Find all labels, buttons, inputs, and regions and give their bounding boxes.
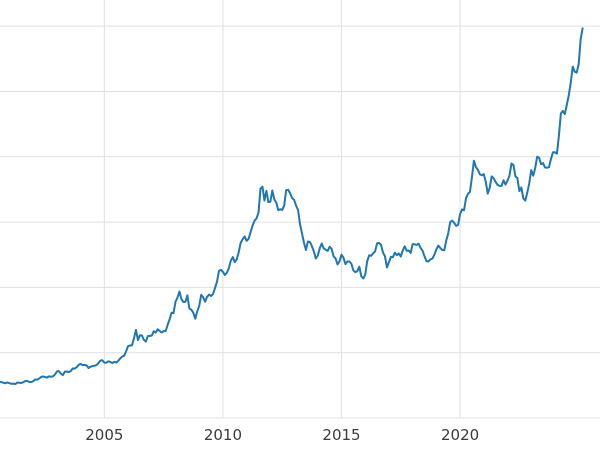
x-tick-label: 2020 bbox=[441, 426, 479, 444]
x-tick-label: 2005 bbox=[85, 426, 123, 444]
x-tick-label: 2015 bbox=[322, 426, 360, 444]
x-tick-label: 2010 bbox=[204, 426, 242, 444]
price-line bbox=[0, 27, 584, 386]
